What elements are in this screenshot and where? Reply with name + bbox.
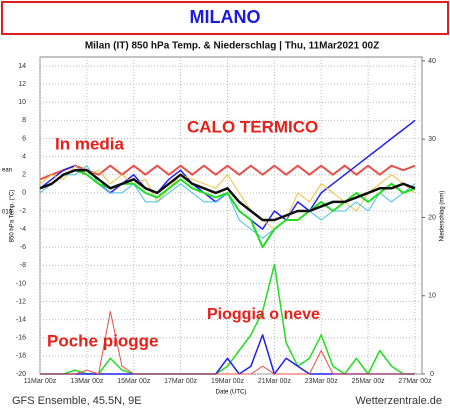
cut-label: ean [2, 168, 12, 174]
precip-line [40, 310, 415, 375]
annotation: Poche piogge [47, 331, 158, 350]
footer-left: GFS Ensemble, 45.5N, 9E [12, 395, 142, 407]
y2-tick-label: 10 [428, 293, 436, 300]
x-tick-label: 17Mar 00z [164, 378, 198, 385]
x-tick-label: 27Mar 00z [398, 378, 432, 385]
temp-line [39, 169, 416, 249]
temp-line [39, 165, 416, 230]
x-tick-label: 15Mar 00z [117, 378, 151, 385]
annotation: CALO TERMICO [187, 117, 318, 136]
y-tick-label: -8 [20, 262, 26, 269]
y-tick-label: -14 [16, 317, 26, 324]
y-tick-label: -2 [20, 208, 26, 215]
y2-tick-label: 30 [428, 136, 436, 143]
cut-label: 010 [2, 210, 13, 216]
y2-axis-label: Niederschlag (mm) [440, 191, 446, 242]
y2-tick-label: 40 [428, 58, 436, 65]
x-tick-label: 23Mar 00z [305, 378, 339, 385]
y-tick-label: 12 [18, 81, 26, 88]
precip-line [40, 263, 415, 375]
x-tick-label: 13Mar 00z [70, 378, 104, 385]
y-tick-label: -4 [20, 226, 26, 233]
banner-box [1, 1, 449, 35]
y-tick-label: 14 [18, 63, 26, 70]
y-tick-label: -10 [16, 280, 26, 287]
y-tick-label: 6 [22, 135, 26, 142]
footer-right: Wetterzentrale.de [355, 395, 442, 407]
plot-area [39, 56, 423, 375]
banner: MILANO [190, 7, 261, 27]
y-tick-label: -6 [20, 244, 26, 251]
y-tick-label: -12 [16, 298, 26, 305]
y-tick-label: 0 [22, 190, 26, 197]
temp-line [39, 168, 416, 222]
annotation: In media [55, 134, 125, 153]
y-axis-label: 850 hPa Temp. (°C) [10, 190, 16, 243]
y-tick-label: -16 [16, 335, 26, 342]
y-tick-label: -18 [16, 353, 26, 360]
y-tick-label: -20 [16, 371, 26, 378]
y-tick-label: 8 [22, 117, 26, 124]
chart-title: Milan (IT) 850 hPa Temp. & Niederschlag … [85, 41, 379, 52]
x-tick-label: 21Mar 00z [258, 378, 292, 385]
y-tick-label: 4 [22, 153, 26, 160]
y-tick-label: 10 [18, 99, 26, 106]
x-axis-label: Date (UTC) [216, 390, 247, 396]
x-tick-label: 19Mar 00z [211, 378, 245, 385]
annotation: Pioggia o neve [207, 306, 320, 323]
y2-tick-label: 0 [430, 371, 434, 378]
y-tick-label: 2 [22, 172, 26, 179]
x-tick-label: 25Mar 00z [352, 378, 386, 385]
x-tick-label: 11Mar 00z [24, 378, 57, 385]
temp-line [39, 164, 416, 181]
y2-tick-label: 20 [428, 214, 436, 221]
